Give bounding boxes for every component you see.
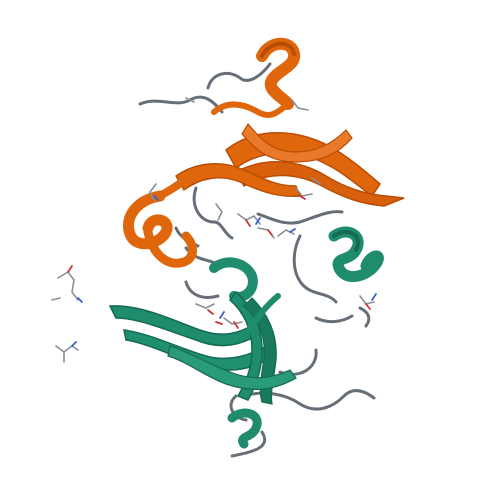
chain-a-strand-3 xyxy=(241,122,353,163)
chain-b-helix-center xyxy=(209,257,258,302)
chain-b-strand-5 xyxy=(167,345,297,390)
ligand-sticks xyxy=(149,97,377,329)
chain-b-helix-bottom xyxy=(227,408,262,449)
chain-a-coil-lower xyxy=(143,227,197,268)
free-ligand-lower xyxy=(55,341,79,363)
chain-a-loop-ribbon xyxy=(211,101,291,118)
free-ligand-upper xyxy=(51,265,83,303)
chain-b-teal xyxy=(108,226,384,458)
chain-a-orange xyxy=(123,37,405,268)
chain-a-helix-top xyxy=(256,37,301,110)
